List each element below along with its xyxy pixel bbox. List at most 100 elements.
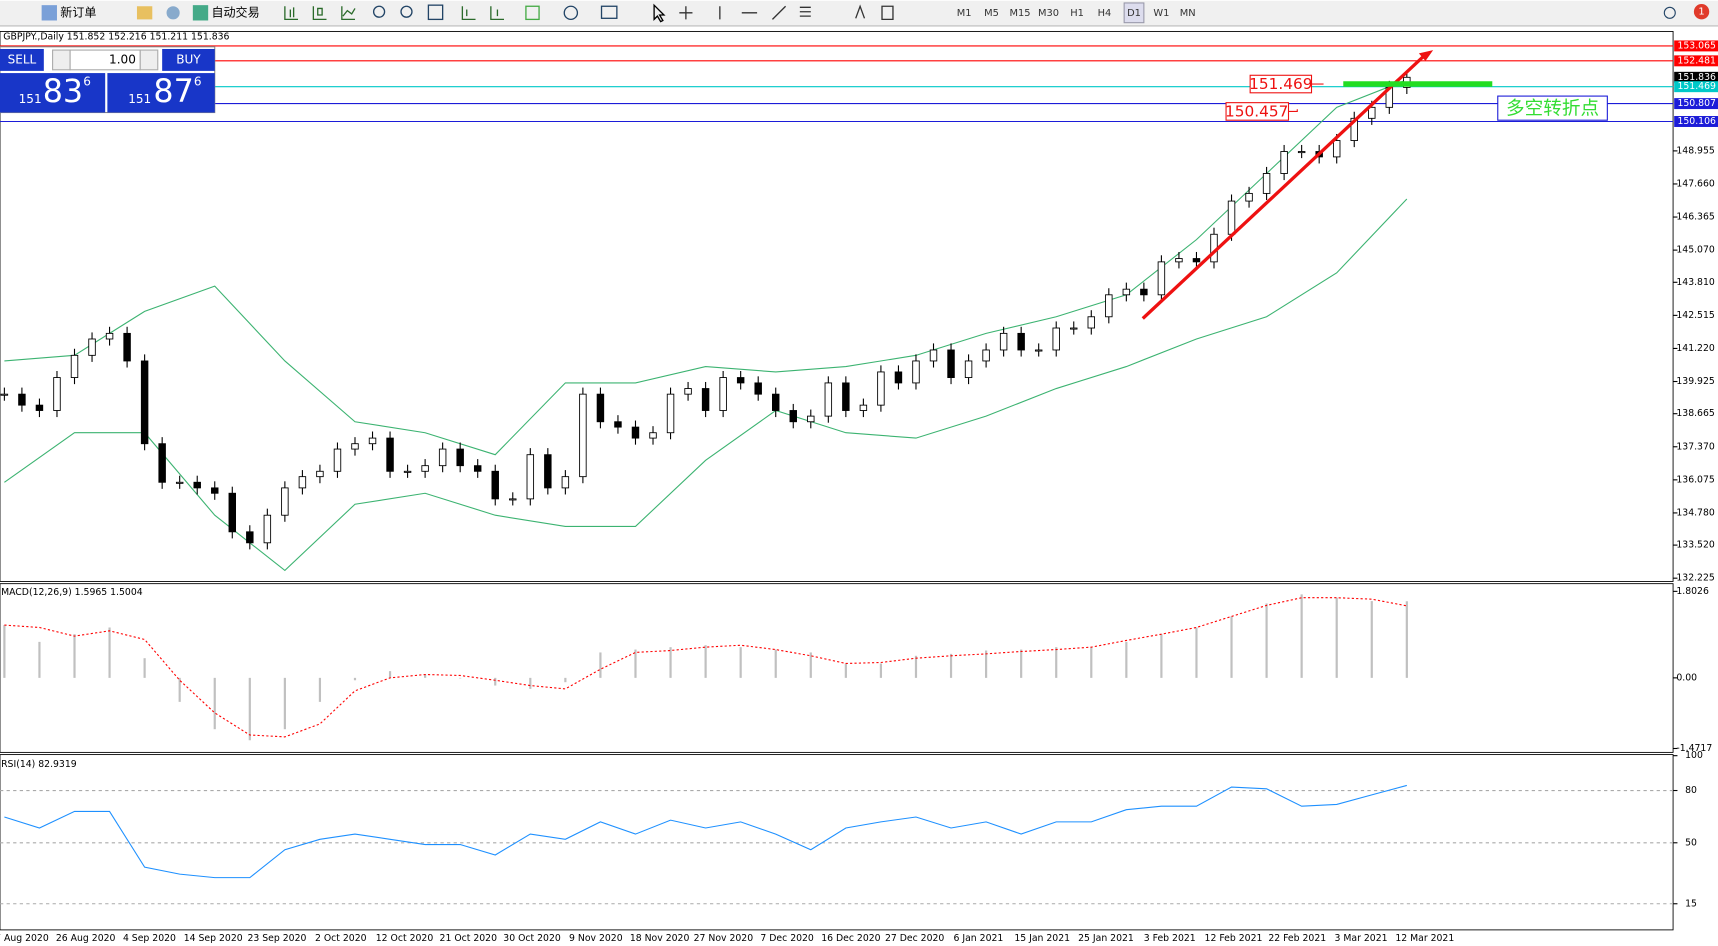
macd-bar [1370,601,1373,678]
candle [175,481,184,484]
candle [281,487,289,516]
date-label: 16 Dec 2020 [821,933,880,944]
candle [894,371,903,384]
timeframe[interactable]: H1 [1070,8,1084,19]
price-box-label: 151.469 [1249,75,1312,93]
candle [88,338,96,356]
icon[interactable] [400,5,413,18]
candle [631,426,640,439]
macd-bar [1265,603,1268,678]
candle [929,349,938,362]
candle [947,349,955,378]
lot-up[interactable] [139,49,159,71]
tool-icons[interactable] [284,3,894,23]
bid-price[interactable] [0,73,106,113]
candle [561,476,570,489]
candle [1262,173,1271,194]
new-order-icon[interactable] [41,5,57,21]
candle [246,531,254,544]
candle [684,388,692,395]
candle [666,393,675,434]
macd-bar [178,677,181,702]
date-label: 30 Oct 2020 [503,933,561,944]
bid-frac: 6 [83,74,91,88]
timeframe[interactable]: MN [1180,8,1196,19]
candle [1157,261,1166,296]
lot-down[interactable] [52,49,71,71]
candle [982,349,990,362]
crosshair-icon[interactable] [679,6,693,20]
macd-panel [0,583,1674,753]
auto-trading[interactable]: 自动交易 [211,4,259,19]
icon[interactable] [427,4,444,21]
timeframe[interactable]: M5 [984,8,999,19]
icon[interactable] [525,5,540,21]
ask-price[interactable] [107,73,215,113]
price-tick-label: 138.665 [1676,408,1715,419]
icon[interactable] [284,6,299,21]
new-order[interactable]: 新订单 [60,4,96,19]
macd-bar [634,649,637,678]
cursor-icon[interactable] [653,3,666,23]
icon[interactable] [563,5,579,21]
date-label: 27 Dec 2020 [885,933,944,944]
macd-bar [1230,616,1233,678]
plot: 148.955 147.660 146.365 145.070 143.810 142.5… [0,40,1718,909]
price-tick-label: 133.520 [1676,540,1715,551]
candle [1052,327,1060,351]
timeframe[interactable]: H4 [1098,8,1112,19]
date-label: 7 Dec 2020 [760,933,814,944]
candle [456,448,464,467]
buy-button[interactable] [162,48,215,71]
date-label: 12 Mar 2021 [1395,933,1454,944]
candle [649,432,657,439]
candle [719,377,727,411]
timeframe[interactable]: M15 [1010,8,1031,19]
candle [1350,117,1358,141]
date-label: 9 Nov 2020 [569,933,623,944]
date-label: 2 Oct 2020 [315,933,367,944]
timeframe[interactable]: M30 [1038,8,1059,19]
timeframe[interactable]: W1 [1153,8,1169,19]
rsi-tick-label: 15 [1685,898,1697,909]
connector [1288,109,1298,112]
candle [1034,349,1043,352]
date-label: 4 Sep 2020 [123,933,176,944]
icon[interactable] [136,6,153,20]
icon[interactable] [341,6,356,21]
candle [351,443,359,450]
buy-label[interactable]: BUY [176,52,201,66]
text-icons[interactable] [855,4,894,21]
sell-label[interactable]: SELL [8,52,37,66]
icon[interactable] [490,6,505,21]
timeframe[interactable]: M1 [957,8,972,19]
notification-badge[interactable] [1693,4,1710,20]
icon[interactable] [461,6,476,21]
macd-bar [108,627,111,678]
auto-trading-icon[interactable] [192,5,209,21]
draw-icons[interactable] [719,5,811,20]
rsi-tick-label: 80 [1685,785,1697,796]
timeframe[interactable]: D1 [1127,8,1141,19]
candle [123,332,131,362]
price-tick-label: 136.075 [1676,474,1715,485]
level-tag [1674,71,1718,83]
macd-bar [564,677,567,683]
sell-button[interactable] [0,48,44,71]
date-label: 18 Nov 2020 [630,933,690,944]
icon[interactable] [600,5,618,19]
icon[interactable] [312,6,327,21]
icon[interactable] [166,6,180,20]
search-icon[interactable] [1663,6,1676,19]
candle [386,437,394,472]
candle [368,437,377,445]
lot-value[interactable]: 1.00 [109,52,136,66]
candle [544,454,552,489]
candle [579,393,587,478]
macd-bar [1195,627,1198,678]
macd-bar [213,677,216,730]
icon[interactable] [372,5,386,18]
candle [1087,316,1096,329]
macd-bar [1405,601,1408,678]
candle [316,470,324,478]
